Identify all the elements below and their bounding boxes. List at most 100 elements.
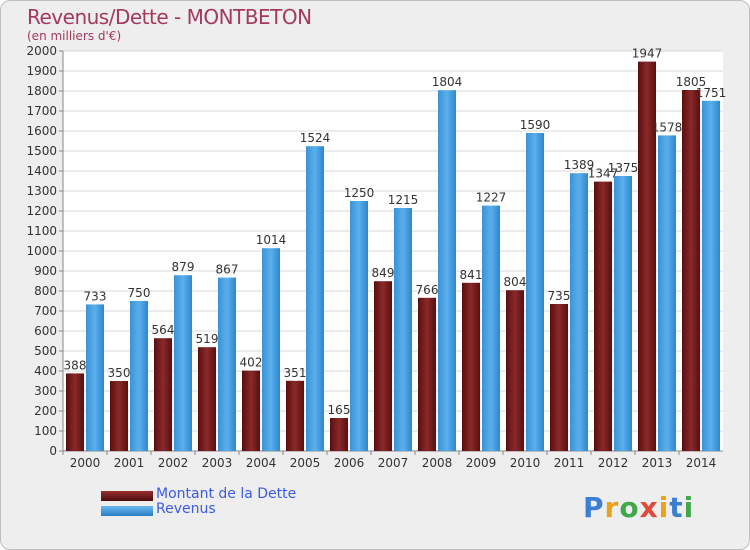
bar-debt [242,370,260,451]
logo-letter: r [604,491,620,524]
data-label-debt: 841 [460,268,483,282]
logo-letter: P [583,491,605,524]
y-tick-label: 1700 [26,104,57,118]
data-label-revenue: 1227 [476,191,507,205]
data-label-debt: 1947 [632,47,663,61]
data-label-debt: 735 [548,289,571,303]
x-tick-label: 2003 [202,456,233,470]
bar-revenue [570,173,588,451]
data-label-revenue: 1804 [432,75,463,89]
x-tick-label: 2014 [686,456,717,470]
x-tick-label: 2010 [510,456,541,470]
y-tick-label: 2000 [26,44,57,58]
y-tick-label: 300 [34,384,57,398]
y-tick-label: 1100 [26,224,57,238]
x-tick-label: 2007 [378,456,409,470]
data-label-revenue: 733 [84,289,107,303]
y-tick-label: 1200 [26,204,57,218]
data-label-revenue: 1751 [696,86,727,100]
data-label-revenue: 1389 [564,158,595,172]
y-tick-label: 100 [34,424,57,438]
x-tick-label: 2013 [642,456,673,470]
bar-debt [550,304,568,451]
data-label-revenue: 879 [172,260,195,274]
y-tick-label: 0 [49,444,57,458]
bar-debt [154,338,172,451]
data-label-debt: 564 [152,323,175,337]
x-tick-label: 2000 [70,456,101,470]
y-tick-label: 1500 [26,144,57,158]
bar-debt [594,181,612,451]
bar-debt [330,418,348,451]
data-label-debt: 519 [196,332,219,346]
data-label-debt: 351 [284,366,307,380]
data-label-debt: 165 [328,403,351,417]
y-tick-label: 1000 [26,244,57,258]
data-label-debt: 402 [240,356,263,370]
legend-swatch-debt [101,491,153,501]
data-label-debt: 1805 [676,75,707,89]
bar-revenue [702,100,720,452]
bar-debt [682,90,700,451]
data-label-revenue: 1375 [608,161,639,175]
bar-revenue [350,201,368,451]
data-label-revenue: 1524 [300,131,331,145]
y-tick-label: 700 [34,304,57,318]
y-tick-label: 600 [34,324,57,338]
x-tick-label: 2001 [114,456,145,470]
x-tick-label: 2011 [554,456,585,470]
y-tick-label: 1300 [26,184,57,198]
x-tick-label: 2008 [422,456,453,470]
bar-revenue [394,208,412,451]
data-label-debt: 766 [416,283,439,297]
logo-letter: t [669,491,684,524]
bar-revenue [482,205,500,451]
bar-debt [462,282,480,451]
bar-revenue [526,133,544,451]
bar-debt [286,380,304,451]
bar-revenue [306,146,324,451]
data-label-debt: 849 [372,266,395,280]
logo-letter: o [619,491,640,524]
logo-letter: i [658,491,670,524]
data-label-revenue: 867 [216,263,239,277]
x-tick-label: 2009 [466,456,497,470]
y-tick-label: 1800 [26,84,57,98]
logo-letter: i [683,491,695,524]
bar-debt [198,347,216,451]
data-label-revenue: 1215 [388,193,419,207]
chart-title: Revenus/Dette - MONTBETON [27,5,312,29]
bar-debt [506,290,524,451]
y-tick-label: 1900 [26,64,57,78]
y-tick-label: 200 [34,404,57,418]
bar-debt [66,373,84,451]
data-label-debt: 1347 [588,167,619,181]
y-tick-label: 900 [34,264,57,278]
bar-debt [638,61,656,451]
bar-debt [110,381,128,451]
legend-swatch-revenue [101,506,153,516]
proxiti-logo: Proxiti [583,491,694,524]
x-tick-label: 2005 [290,456,321,470]
data-label-revenue: 1590 [520,118,551,132]
y-tick-label: 500 [34,344,57,358]
y-tick-label: 400 [34,364,57,378]
data-label-debt: 350 [108,366,131,380]
y-tick-label: 800 [34,284,57,298]
bar-revenue [262,248,280,451]
bar-revenue [438,90,456,451]
data-label-debt: 804 [504,275,527,289]
bar-debt [374,281,392,451]
bar-revenue [218,277,236,451]
y-tick-label: 1600 [26,124,57,138]
bar-revenue [130,301,148,451]
bar-revenue [86,304,104,451]
data-label-revenue: 1578 [652,120,683,134]
y-tick-label: 1400 [26,164,57,178]
data-label-revenue: 1014 [256,233,287,247]
bar-revenue [658,135,676,451]
x-tick-label: 2012 [598,456,629,470]
data-label-revenue: 750 [128,286,151,300]
x-tick-label: 2006 [334,456,365,470]
